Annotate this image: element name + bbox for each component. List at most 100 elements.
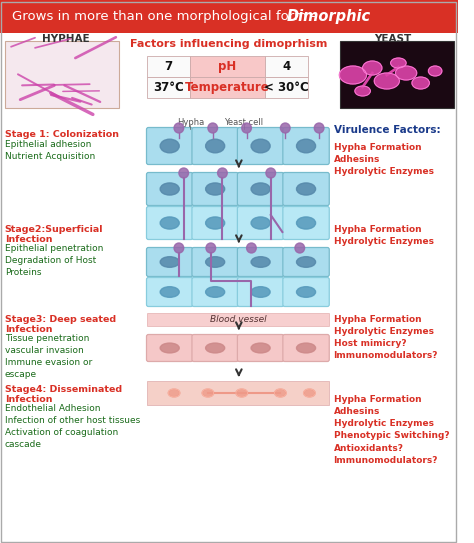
Ellipse shape	[251, 183, 270, 195]
Ellipse shape	[297, 183, 316, 195]
FancyBboxPatch shape	[283, 248, 329, 276]
Ellipse shape	[297, 257, 316, 267]
Ellipse shape	[251, 139, 270, 153]
Ellipse shape	[206, 287, 225, 298]
Ellipse shape	[395, 66, 417, 80]
FancyBboxPatch shape	[283, 128, 329, 165]
Ellipse shape	[202, 389, 214, 397]
Bar	[147, 381, 329, 405]
Text: Stage2:Superficial
Infection: Stage2:Superficial Infection	[5, 225, 103, 244]
FancyBboxPatch shape	[192, 334, 238, 362]
Bar	[265, 77, 308, 98]
Text: Hypha Formation
Adhesins
Hydrolytic Enzymes: Hypha Formation Adhesins Hydrolytic Enzy…	[334, 143, 434, 176]
Circle shape	[174, 243, 184, 253]
Circle shape	[218, 168, 227, 178]
Ellipse shape	[274, 389, 286, 397]
Ellipse shape	[251, 343, 270, 353]
FancyBboxPatch shape	[237, 334, 284, 362]
Bar	[0, 0, 458, 33]
Text: Grows in more than one morphological form -: Grows in more than one morphological for…	[11, 10, 320, 23]
Ellipse shape	[160, 257, 179, 267]
Ellipse shape	[160, 217, 179, 229]
Ellipse shape	[297, 217, 316, 229]
FancyBboxPatch shape	[192, 248, 238, 276]
FancyBboxPatch shape	[192, 277, 238, 306]
FancyBboxPatch shape	[283, 206, 329, 239]
FancyBboxPatch shape	[146, 128, 193, 165]
Ellipse shape	[297, 139, 316, 153]
Ellipse shape	[304, 389, 315, 397]
Text: YEAST: YEAST	[374, 34, 411, 44]
FancyBboxPatch shape	[237, 128, 284, 165]
FancyBboxPatch shape	[146, 334, 193, 362]
Bar	[190, 77, 265, 98]
FancyBboxPatch shape	[237, 277, 284, 306]
FancyBboxPatch shape	[283, 173, 329, 205]
Text: Virulence Factors:: Virulence Factors:	[334, 125, 440, 135]
Ellipse shape	[206, 343, 225, 353]
Circle shape	[174, 123, 184, 133]
Text: Stage4: Disseminated
Infection: Stage4: Disseminated Infection	[5, 385, 122, 405]
Circle shape	[314, 123, 324, 133]
Ellipse shape	[160, 287, 179, 298]
FancyBboxPatch shape	[237, 206, 284, 239]
Text: Hypha: Hypha	[177, 117, 204, 127]
Ellipse shape	[206, 139, 225, 153]
Bar	[147, 77, 190, 98]
Ellipse shape	[355, 86, 370, 96]
Ellipse shape	[236, 389, 247, 397]
FancyBboxPatch shape	[192, 128, 238, 165]
Bar	[147, 313, 329, 326]
Text: Yeast cell: Yeast cell	[224, 117, 263, 127]
Text: Endothelial Adhesion
Infection of other host tissues
Activation of coagulation
c: Endothelial Adhesion Infection of other …	[5, 404, 140, 450]
FancyBboxPatch shape	[146, 248, 193, 276]
Bar	[147, 56, 190, 77]
Circle shape	[246, 243, 256, 253]
Ellipse shape	[297, 287, 316, 298]
Bar	[340, 41, 455, 108]
FancyBboxPatch shape	[146, 206, 193, 239]
Ellipse shape	[297, 343, 316, 353]
Circle shape	[266, 168, 275, 178]
Ellipse shape	[206, 217, 225, 229]
Ellipse shape	[339, 66, 366, 84]
Text: pH: pH	[218, 60, 237, 73]
Text: Temperature: Temperature	[185, 81, 270, 94]
Bar	[5, 41, 119, 108]
FancyBboxPatch shape	[192, 206, 238, 239]
Text: < 30°C: < 30°C	[264, 81, 309, 94]
Circle shape	[242, 123, 251, 133]
Text: Stage 1: Colonization: Stage 1: Colonization	[5, 130, 119, 139]
Text: 37°C: 37°C	[153, 81, 183, 94]
Ellipse shape	[391, 58, 406, 68]
Text: Factors influencing dimoprhism: Factors influencing dimoprhism	[130, 39, 328, 49]
Ellipse shape	[160, 139, 179, 153]
Text: 4: 4	[282, 60, 291, 73]
Circle shape	[206, 243, 216, 253]
Text: Hypha Formation
Hydrolytic Enzymes: Hypha Formation Hydrolytic Enzymes	[334, 225, 434, 246]
Ellipse shape	[251, 287, 270, 298]
FancyBboxPatch shape	[283, 334, 329, 362]
Ellipse shape	[412, 77, 429, 89]
Ellipse shape	[168, 389, 180, 397]
FancyBboxPatch shape	[146, 173, 193, 205]
Ellipse shape	[160, 183, 179, 195]
Circle shape	[208, 123, 218, 133]
Text: Epithelial penetration
Degradation of Host
Proteins: Epithelial penetration Degradation of Ho…	[5, 244, 103, 277]
Bar	[190, 56, 265, 77]
Ellipse shape	[160, 343, 179, 353]
Text: Blood vessel: Blood vessel	[210, 315, 266, 324]
FancyBboxPatch shape	[283, 277, 329, 306]
Text: Epithelial adhesion
Nutrient Acquisition: Epithelial adhesion Nutrient Acquisition	[5, 140, 95, 161]
Ellipse shape	[251, 217, 270, 229]
Ellipse shape	[206, 183, 225, 195]
Text: HYPHAE: HYPHAE	[42, 34, 90, 44]
Text: 7: 7	[164, 60, 173, 73]
Circle shape	[179, 168, 189, 178]
FancyBboxPatch shape	[146, 277, 193, 306]
Text: Dimorphic: Dimorphic	[286, 9, 370, 24]
FancyBboxPatch shape	[237, 248, 284, 276]
FancyBboxPatch shape	[192, 173, 238, 205]
Text: Tissue penetration
vascular invasion
Immune evasion or
escape: Tissue penetration vascular invasion Imm…	[5, 334, 92, 380]
Ellipse shape	[206, 257, 225, 267]
